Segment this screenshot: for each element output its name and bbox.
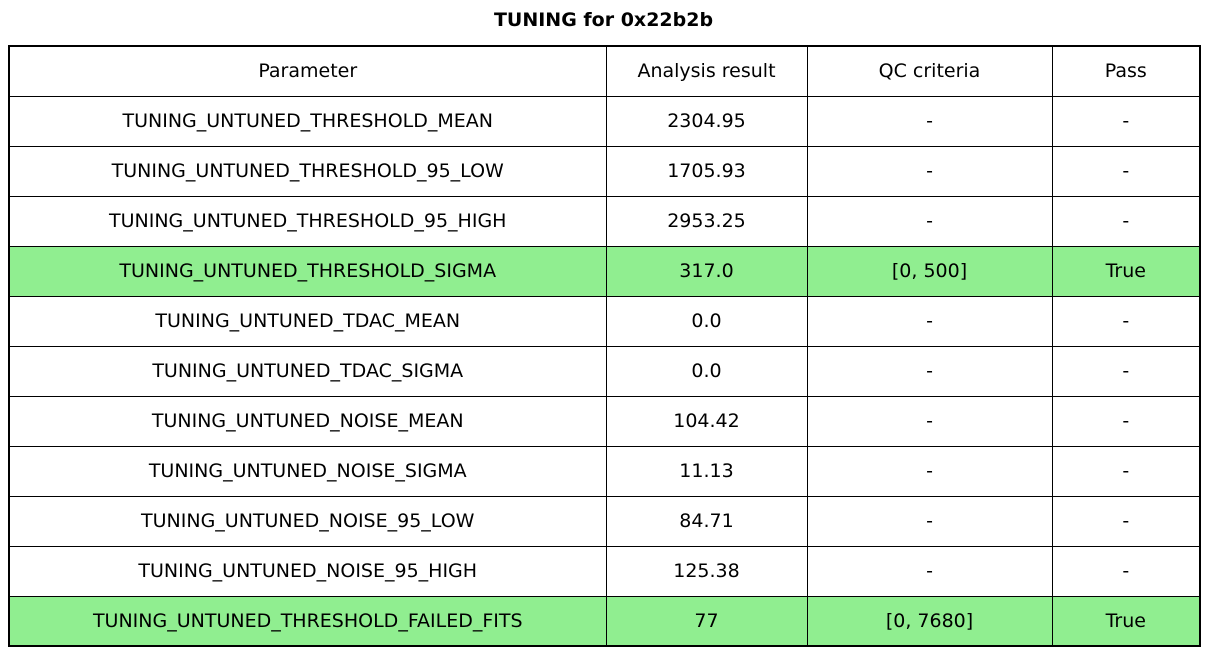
parameter-cell: TUNING_UNTUNED_THRESHOLD_SIGMA	[8, 245, 607, 297]
qc-table-body: TUNING_UNTUNED_THRESHOLD_MEAN 2304.95- - TU…	[8, 95, 1201, 647]
table-row: TUNING_UNTUNED_NOISE_95_HIGH 125.38- -	[8, 545, 1201, 597]
parameter-cell: TUNING_UNTUNED_THRESHOLD_95_HIGH	[8, 195, 607, 247]
qc-criteria-cell: -	[806, 345, 1053, 397]
column-header-parameter: Parameter	[8, 45, 607, 97]
pass-cell: True	[1051, 595, 1201, 647]
parameter-cell: TUNING_UNTUNED_THRESHOLD_MEAN	[8, 95, 607, 147]
column-header-qc-criteria: QC criteria	[806, 45, 1053, 97]
table-row: TUNING_UNTUNED_NOISE_SIGMA 11.13- -	[8, 445, 1201, 497]
analysis-result-cell: 317.0	[605, 245, 808, 297]
analysis-result-cell: 77	[605, 595, 808, 647]
analysis-result-cell: 2953.25	[605, 195, 808, 247]
figure-title: TUNING for 0x22b2b	[493, 9, 714, 31]
qc-criteria-cell: -	[806, 145, 1053, 197]
parameter-cell: TUNING_UNTUNED_THRESHOLD_FAILED_FITS	[8, 595, 607, 647]
qc-criteria-cell: [0, 500]	[806, 245, 1053, 297]
qc-criteria-cell: -	[806, 295, 1053, 347]
analysis-result-cell: 0.0	[605, 345, 808, 397]
table-row: TUNING_UNTUNED_THRESHOLD_SIGMA 317.0 [0, 5…	[8, 245, 1201, 297]
analysis-result-cell: 104.42	[605, 395, 808, 447]
qc-criteria-cell: -	[806, 545, 1053, 597]
analysis-result-cell: 2304.95	[605, 95, 808, 147]
column-header-analysis-result: Analysis result	[605, 45, 808, 97]
table-row: TUNING_UNTUNED_THRESHOLD_95_HIGH 2953.25-…	[8, 195, 1201, 247]
table-row: TUNING_UNTUNED_THRESHOLD_MEAN 2304.95- -	[8, 95, 1201, 147]
qc-criteria-cell: -	[806, 395, 1053, 447]
analysis-result-cell: 125.38	[605, 545, 808, 597]
pass-cell: True	[1051, 245, 1201, 297]
qc-table: Parameter Analysis result QC criteria Pa…	[8, 45, 1201, 647]
table-row: TUNING_UNTUNED_THRESHOLD_FAILED_FITS 77 [0…	[8, 595, 1201, 647]
parameter-cell: TUNING_UNTUNED_TDAC_MEAN	[8, 295, 607, 347]
table-row: TUNING_UNTUNED_NOISE_MEAN 104.42- -	[8, 395, 1201, 447]
pass-cell: -	[1051, 345, 1201, 397]
pass-cell: -	[1051, 445, 1201, 497]
qc-criteria-cell: -	[806, 195, 1053, 247]
pass-cell: -	[1051, 95, 1201, 147]
parameter-cell: TUNING_UNTUNED_THRESHOLD_95_LOW	[8, 145, 607, 197]
pass-cell: -	[1051, 495, 1201, 547]
pass-cell: -	[1051, 195, 1201, 247]
analysis-result-cell: 11.13	[605, 445, 808, 497]
table-row: TUNING_UNTUNED_TDAC_MEAN 0.0- -	[8, 295, 1201, 347]
table-row: TUNING_UNTUNED_THRESHOLD_95_LOW 1705.93- -	[8, 145, 1201, 197]
pass-cell: -	[1051, 145, 1201, 197]
column-header-pass: Pass	[1051, 45, 1201, 97]
qc-table-header: Parameter Analysis result QC criteria Pa…	[8, 45, 1201, 97]
parameter-cell: TUNING_UNTUNED_NOISE_95_LOW	[8, 495, 607, 547]
parameter-cell: TUNING_UNTUNED_NOISE_MEAN	[8, 395, 607, 447]
pass-cell: -	[1051, 395, 1201, 447]
qc-criteria-cell: -	[806, 95, 1053, 147]
table-row: TUNING_UNTUNED_NOISE_95_LOW 84.71- -	[8, 495, 1201, 547]
parameter-cell: TUNING_UNTUNED_NOISE_95_HIGH	[8, 545, 607, 597]
qc-criteria-cell: [0, 7680]	[806, 595, 1053, 647]
analysis-result-cell: 0.0	[605, 295, 808, 347]
header-row: Parameter Analysis result QC criteria Pa…	[8, 45, 1201, 97]
qc-criteria-cell: -	[806, 495, 1053, 547]
pass-cell: -	[1051, 545, 1201, 597]
table-row: TUNING_UNTUNED_TDAC_SIGMA 0.0- -	[8, 345, 1201, 397]
pass-cell: -	[1051, 295, 1201, 347]
analysis-result-cell: 84.71	[605, 495, 808, 547]
parameter-cell: TUNING_UNTUNED_NOISE_SIGMA	[8, 445, 607, 497]
analysis-result-cell: 1705.93	[605, 145, 808, 197]
qc-criteria-cell: -	[806, 445, 1053, 497]
parameter-cell: TUNING_UNTUNED_TDAC_SIGMA	[8, 345, 607, 397]
